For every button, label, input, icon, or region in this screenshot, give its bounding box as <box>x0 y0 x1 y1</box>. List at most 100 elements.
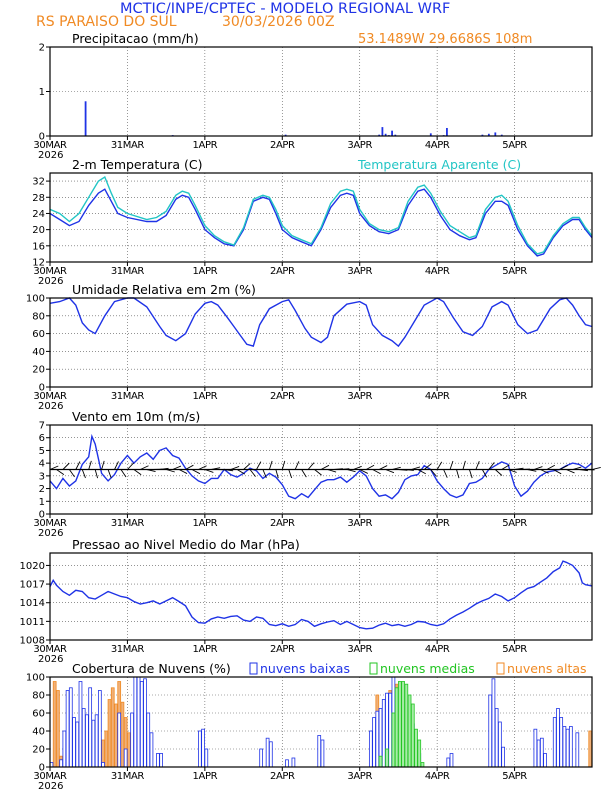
cloud-bar-nuvens-baixas <box>117 712 122 768</box>
ytick-label-humidity: 40 <box>32 347 45 358</box>
cloud-bar-nuvens-altas <box>56 690 60 768</box>
wind-barb <box>546 464 555 470</box>
ytick-label-wind: 6 <box>39 433 45 444</box>
series-line-temperature-1 <box>49 175 593 255</box>
ytick-label-precip: 1 <box>39 87 45 98</box>
wind-barb <box>372 469 381 475</box>
wind-barb <box>62 462 70 470</box>
wind-barb <box>191 469 201 475</box>
cloud-bar-nuvens-baixas <box>65 690 70 768</box>
cloud-bar-nuvens-baixas <box>556 708 560 768</box>
wind-barb <box>294 461 300 470</box>
xtick-label: 30MAR <box>33 391 67 402</box>
panel-clouds: 0 20 40 60 80 100 30MAR 31MAR 1APR 2APR 3APR 4APR 5A… <box>26 661 593 792</box>
wind-barb <box>456 469 460 479</box>
wind-barb <box>359 469 369 474</box>
wind-barb <box>281 460 286 470</box>
xtick-label: 3APR <box>347 391 372 402</box>
wind-barb <box>249 469 256 477</box>
wind-barb <box>327 469 337 473</box>
xtick-label: 1APR <box>193 644 218 655</box>
cloud-bar-nuvens-baixas <box>501 746 505 768</box>
ytick-label-clouds: 0 <box>39 763 45 774</box>
ytick-label-pressure: 1014 <box>20 598 45 609</box>
cloud-bar-nuvens-altas <box>107 699 112 768</box>
xtick-label: 5APR <box>502 140 527 151</box>
cloud-bar-nuvens-medias <box>420 762 425 768</box>
ytick-label-humidity: 20 <box>32 365 45 376</box>
cloud-bar-nuvens-medias <box>394 687 399 768</box>
cloud-bar-nuvens-medias <box>385 748 389 768</box>
ytick-label-clouds: 40 <box>32 727 45 738</box>
wind-barb <box>385 469 395 474</box>
cloud-bar-nuvens-altas <box>120 701 125 768</box>
cloud-bar-nuvens-baixas <box>388 692 393 768</box>
ytick-label-wind: 7 <box>39 421 45 432</box>
cloud-bar-nuvens-medias <box>417 739 422 768</box>
wind-barb <box>288 469 293 479</box>
wind-barb <box>462 460 466 470</box>
xtick-label: 5APR <box>502 771 527 782</box>
panel-title-precip: Precipitacao (mm/h) <box>72 31 199 46</box>
series-line-wind-0 <box>49 433 593 500</box>
xtick-label: 1APR <box>193 140 218 151</box>
precip-bar <box>494 132 497 136</box>
wind-barb <box>572 466 582 470</box>
panel-title-wind: Vento em 10m (m/s) <box>72 409 200 424</box>
wind-barb <box>198 465 207 470</box>
xtick-label: 4APR <box>425 771 450 782</box>
xtick-label: 4APR <box>425 644 450 655</box>
wind-barb <box>430 469 437 477</box>
ytick-label-temperature: 12 <box>32 258 45 269</box>
panel-frame-clouds <box>49 676 593 768</box>
ytick-label-humidity: 0 <box>39 383 45 394</box>
cloud-bar-nuvens-baixas <box>562 726 567 768</box>
cloud-bar-nuvens-baixas <box>62 730 67 768</box>
wind-barb <box>591 466 601 470</box>
xtick-label: 5APR <box>502 266 527 277</box>
wind-barb <box>307 462 315 470</box>
cloud-bar-nuvens-baixas <box>291 757 296 768</box>
cloud-bar-nuvens-medias <box>407 694 412 768</box>
cloud-bar-nuvens-baixas <box>88 687 93 768</box>
cloud-bar-nuvens-baixas <box>575 732 580 768</box>
cloud-bar-nuvens-baixas <box>543 753 547 768</box>
xtick-label: 31MAR <box>111 140 145 151</box>
cloud-bar-nuvens-baixas <box>133 676 138 768</box>
cloud-bar-nuvens-baixas <box>372 717 376 768</box>
ytick-label-wind: 4 <box>39 459 45 470</box>
ytick-label-temperature: 32 <box>32 177 45 188</box>
ytick-label-temperature: 16 <box>32 241 45 252</box>
precip-bar <box>384 133 387 136</box>
cloud-bar-nuvens-baixas <box>201 728 205 768</box>
cloud-bar-nuvens-baixas <box>139 681 144 768</box>
cloud-bar-nuvens-baixas <box>136 676 141 768</box>
xtick-label: 1APR <box>193 391 218 402</box>
panel-pressure: 1008 1011 1014 1017 1020 30MAR 31MAR 1APR 2APR 3A… <box>20 537 593 665</box>
cloud-bar-nuvens-baixas <box>559 717 564 768</box>
precip-bar <box>500 134 503 136</box>
wind-barb <box>107 469 112 479</box>
wind-barb <box>559 465 568 470</box>
xtick-label: 30MAR <box>33 771 67 782</box>
cloud-bar-nuvens-baixas <box>265 737 270 768</box>
precip-bar <box>394 134 397 136</box>
xtick-label: 2APR <box>270 644 295 655</box>
cloud-bar-nuvens-baixas <box>539 737 544 768</box>
cloud-bar-nuvens-medias <box>410 703 415 768</box>
xtick-label: 31MAR <box>111 391 145 402</box>
wind-barb <box>49 465 59 470</box>
wind-barb <box>230 466 240 470</box>
cloud-bar-nuvens-baixas <box>146 712 151 768</box>
cloud-bar-nuvens-baixas <box>101 762 105 768</box>
cloud-bar-nuvens-baixas <box>552 717 557 768</box>
cloud-bar-nuvens-baixas <box>123 748 128 768</box>
cloud-bar-nuvens-baixas <box>91 719 96 768</box>
ytick-label-clouds: 60 <box>32 709 45 720</box>
xtick-label: 31MAR <box>111 266 145 277</box>
cloud-bar-nuvens-baixas <box>204 748 209 768</box>
precip-bar <box>429 133 432 136</box>
wind-barb <box>140 465 149 470</box>
ytick-label-humidity: 100 <box>26 294 45 305</box>
cloud-bar-nuvens-baixas <box>533 728 538 768</box>
